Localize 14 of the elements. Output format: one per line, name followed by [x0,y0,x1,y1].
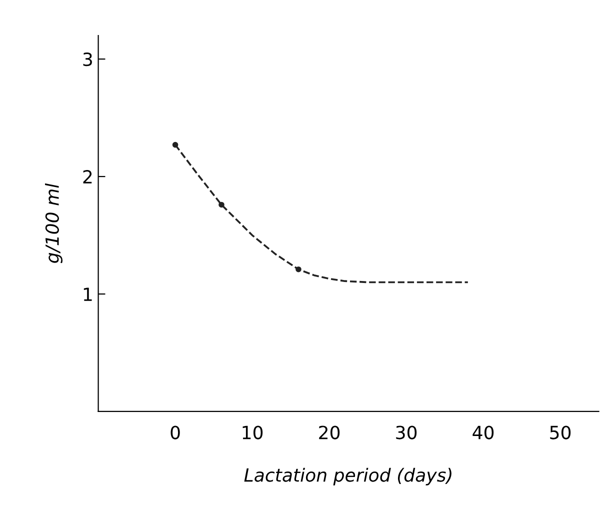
x-tick-label: 50 [550,426,571,440]
x-tick-label: 0 [170,426,180,440]
y-tick-label: 3 [83,52,92,66]
point [218,202,224,208]
x-tick-label: 20 [319,426,340,440]
x-tick-label: 40 [472,426,494,440]
x-tick-label: 30 [396,426,417,440]
point [296,266,302,272]
y-tick-label: 1 [84,288,92,301]
point [172,142,178,148]
x-axis-title: Lactation period (days) [244,468,452,486]
y-axis-title: g/100 ml [45,183,62,264]
x-tick-label: 10 [242,426,263,440]
y-tick-label: 2 [83,170,92,184]
